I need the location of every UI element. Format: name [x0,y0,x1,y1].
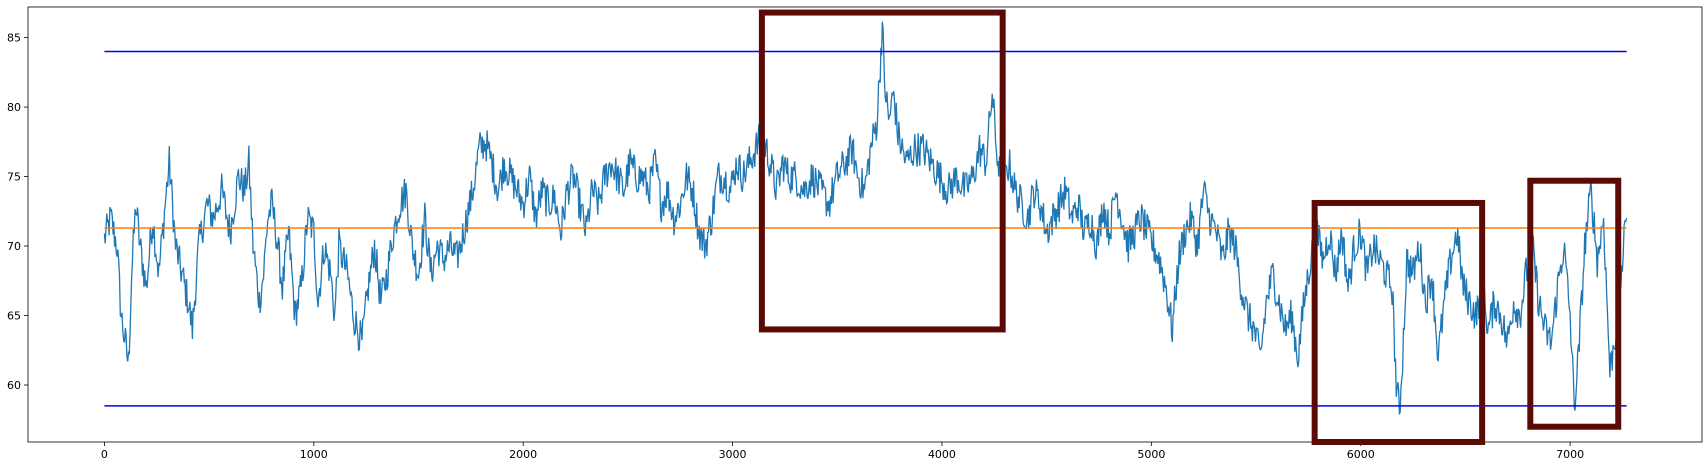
y-tick-label: 85 [7,32,21,45]
highlight-box-1 [758,9,1006,333]
y-tick-label: 65 [7,310,21,323]
y-tick-label: 80 [7,101,21,114]
y-tick-label: 60 [7,379,21,392]
highlight-box-3 [1527,177,1622,430]
x-tick-label: 3000 [719,448,747,461]
plot-area [103,21,1628,416]
y-axis: 60 65 70 75 80 85 [7,32,28,392]
x-tick-label: 4000 [928,448,956,461]
series-line-signal [103,21,1628,416]
y-tick-label: 70 [7,240,21,253]
plot-frame [27,6,1703,443]
x-tick-label: 2000 [509,448,537,461]
x-tick-label: 1000 [300,448,328,461]
x-axis: 0 1000 2000 3000 4000 5000 6000 7000 [101,442,1584,461]
y-tick-label: 75 [7,171,21,184]
x-tick-label: 7000 [1556,448,1584,461]
x-tick-label: 5000 [1137,448,1165,461]
highlight-box-2 [1311,199,1486,445]
x-tick-label: 6000 [1347,448,1375,461]
x-tick-label: 0 [101,448,108,461]
